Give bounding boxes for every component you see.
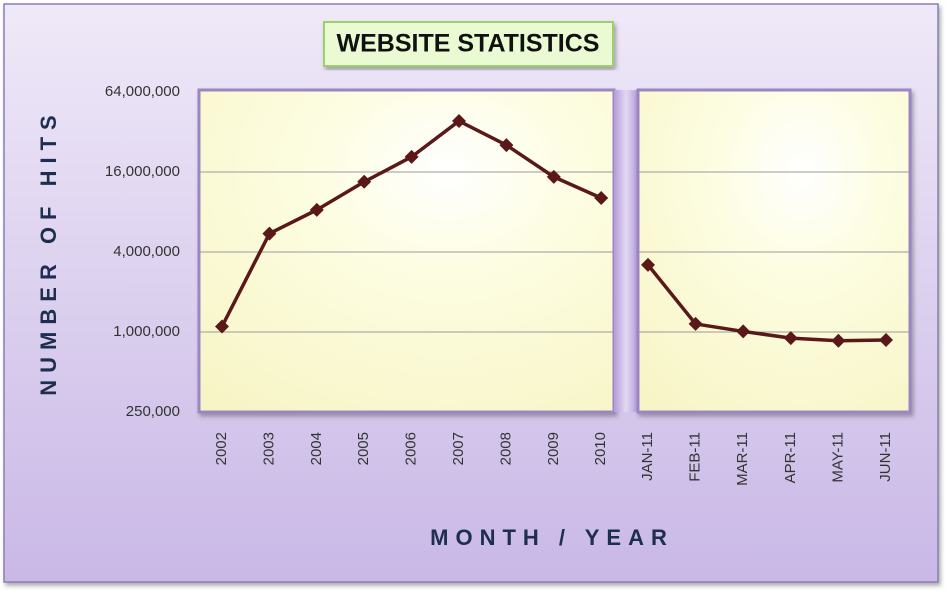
data-point (736, 324, 751, 339)
panel-gap (614, 90, 638, 412)
data-point (546, 169, 561, 184)
chart-title: WEBSITE STATISTICS (337, 30, 600, 58)
plot-panel (197, 88, 616, 414)
data-point (262, 226, 277, 241)
x-tick-label: 2006 (403, 432, 420, 465)
y-tick-label: 4,000,000 (113, 243, 180, 260)
data-point (357, 174, 372, 189)
x-tick-label: 2005 (355, 432, 372, 465)
x-tick-label: 2010 (592, 432, 609, 465)
y-tick-label: 16,000,000 (105, 163, 180, 180)
data-point (452, 114, 466, 129)
x-tick-label: MAR-11 (734, 432, 751, 486)
data-point (215, 319, 229, 334)
y-tick-label: 250,000 (126, 403, 180, 420)
data-point (783, 331, 798, 346)
data-point (594, 190, 609, 205)
x-tick-label: 2002 (213, 432, 230, 465)
x-tick-label: JUN-11 (877, 432, 894, 482)
x-tick-label: 2009 (545, 432, 562, 465)
x-tick-label: 2007 (450, 432, 467, 465)
x-tick-label: JAN-11 (639, 432, 656, 481)
data-point (688, 316, 703, 331)
data-point (309, 202, 324, 217)
x-tick-label: MAY-11 (829, 432, 846, 483)
series-line (646, 263, 887, 343)
y-tick-label: 1,000,000 (113, 323, 180, 340)
y-tick-label: 64,000,000 (105, 83, 180, 100)
x-tick-label: APR-11 (782, 432, 799, 483)
plot-panel (636, 88, 912, 414)
x-tick-label: FEB-11 (687, 432, 704, 482)
data-point (499, 138, 514, 153)
data-point (641, 257, 655, 272)
y-axis-title: NUMBER OF HITS (36, 108, 61, 395)
x-tick-label: 2003 (260, 432, 277, 465)
grid (200, 171, 909, 333)
data-point (879, 333, 893, 348)
title-box (323, 21, 614, 67)
data-point (404, 149, 419, 164)
x-tick-label: 2008 (497, 432, 514, 465)
data-point (831, 333, 846, 348)
x-tick-label: 2004 (308, 432, 325, 465)
x-axis-title: MONTH / YEAR (430, 525, 674, 550)
